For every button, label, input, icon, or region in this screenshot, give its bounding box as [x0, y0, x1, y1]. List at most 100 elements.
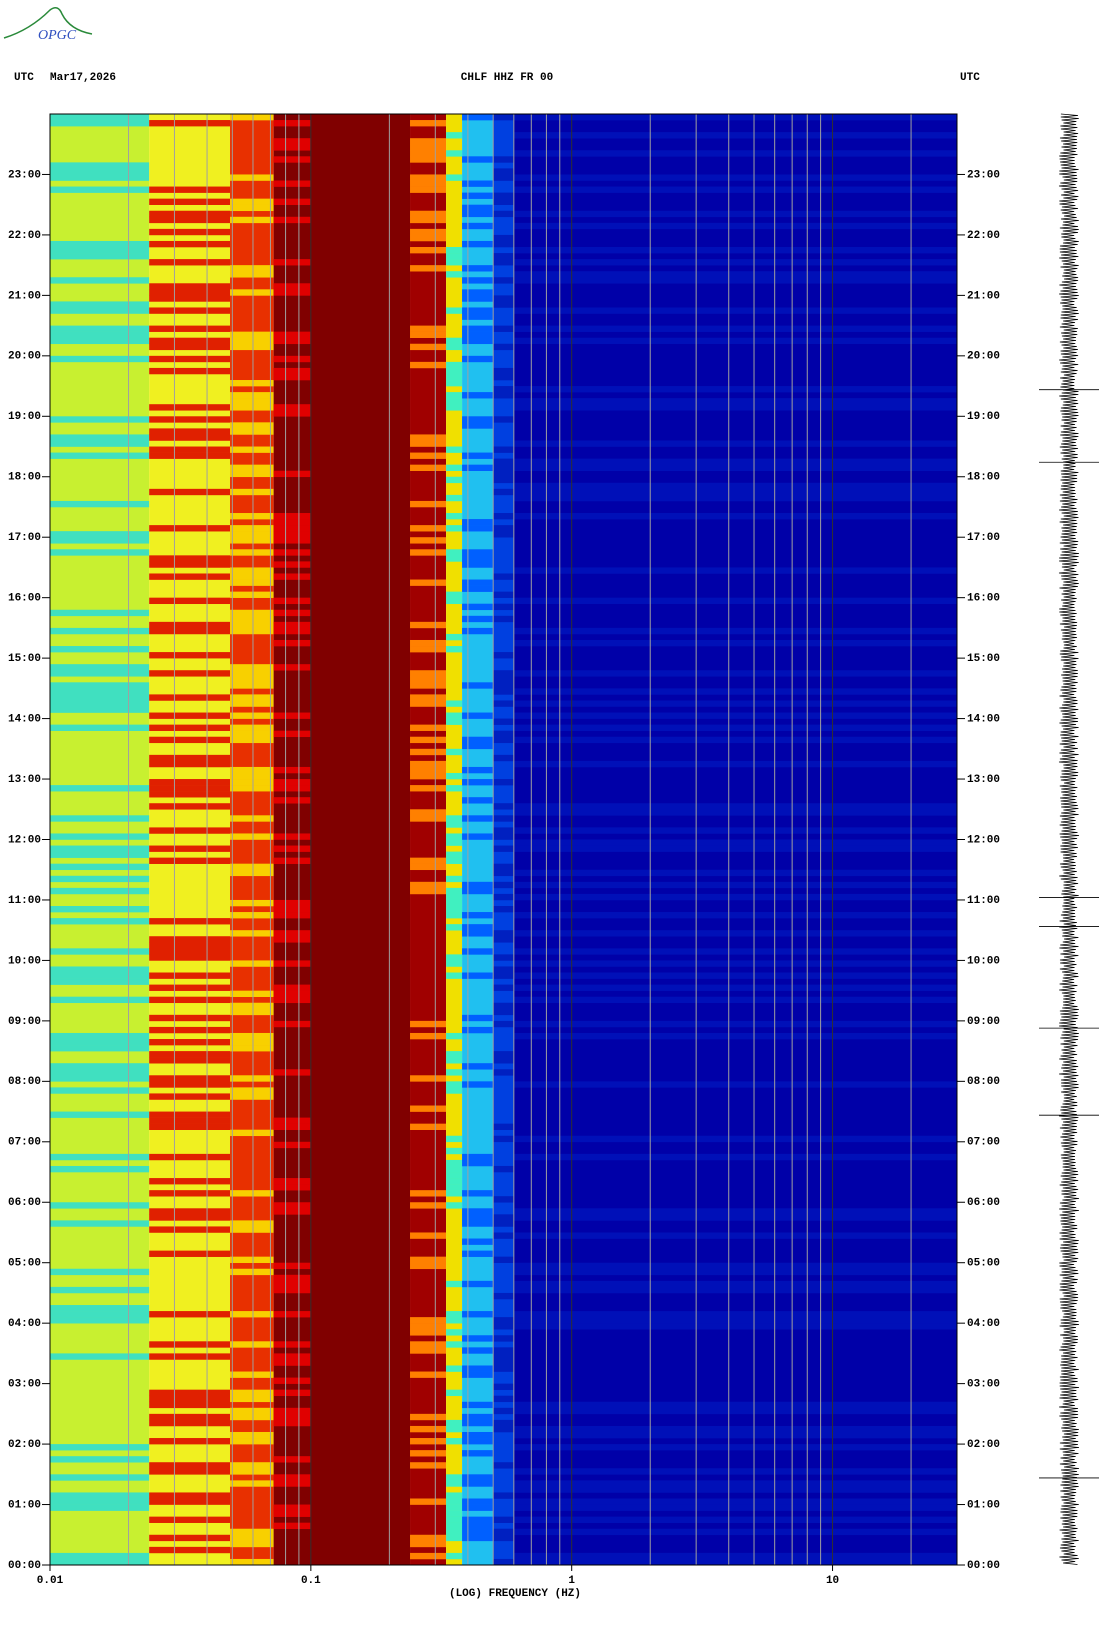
band-stripe [310, 682, 411, 689]
band-stripe [310, 785, 411, 792]
band-stripe [410, 452, 447, 459]
band-stripe [230, 1002, 274, 1010]
band-stripe [50, 331, 150, 338]
band-stripe [410, 247, 447, 254]
band-stripe [230, 331, 274, 338]
band-stripe [230, 174, 274, 181]
band-stripe [513, 1020, 957, 1028]
band-stripe [493, 1135, 514, 1143]
y-tick-label: 09:00 [8, 1016, 41, 1028]
band-stripe [230, 899, 274, 907]
band-stripe [310, 1371, 411, 1378]
band-stripe [410, 785, 447, 792]
band-stripe [149, 1039, 231, 1046]
band-stripe [410, 138, 447, 145]
band-stripe [513, 930, 957, 937]
band-stripe [410, 434, 447, 441]
band-stripe [493, 513, 514, 520]
band-stripe [310, 930, 411, 937]
y-tick-label: 10:00 [8, 955, 41, 967]
band-stripe [513, 700, 957, 707]
band-stripe [446, 1159, 463, 1167]
band-stripe [310, 1510, 411, 1517]
band-stripe [446, 1474, 463, 1481]
band-stripe [149, 186, 231, 193]
band-stripe [493, 1395, 514, 1403]
band-stripe [149, 1311, 231, 1318]
band-stripe [493, 1492, 514, 1499]
band-stripe [493, 1165, 514, 1173]
band-stripe [462, 204, 494, 212]
band-stripe [310, 881, 411, 889]
band-stripe [446, 1528, 463, 1536]
band-stripe [149, 712, 231, 719]
band-stripe [230, 833, 274, 840]
band-stripe [273, 1274, 311, 1282]
band-stripe [493, 893, 514, 901]
band-stripe [513, 1498, 957, 1505]
band-stripe [410, 639, 447, 647]
band-stripe [149, 803, 231, 810]
band-stripe [513, 488, 957, 496]
band-stripe [410, 174, 447, 181]
band-stripe [410, 766, 447, 774]
band-stripe [513, 803, 957, 810]
band-stripe [310, 1498, 411, 1505]
band-stripe [310, 265, 411, 272]
band-stripe [50, 186, 150, 193]
band-stripe [273, 1069, 311, 1076]
band-stripe [462, 519, 494, 526]
band-stripe [273, 766, 311, 774]
band-stripe [410, 772, 447, 780]
band-stripe [310, 440, 411, 447]
band-stripe [50, 1311, 150, 1318]
band-stripe [230, 621, 274, 629]
band-stripe [410, 1032, 447, 1040]
band-stripe [310, 488, 411, 496]
band-stripe [230, 627, 274, 635]
band-stripe [230, 1256, 274, 1264]
band-stripe [50, 549, 150, 556]
y-tick-label: 15:00 [8, 653, 41, 665]
y-tick-label-right: 08:00 [967, 1076, 1000, 1088]
band-stripe [273, 1178, 311, 1185]
band-stripe [230, 573, 274, 580]
band-stripe [149, 355, 231, 363]
y-tick-label-right: 20:00 [967, 351, 1000, 363]
band-stripe [50, 1305, 150, 1312]
band-stripe [513, 513, 957, 520]
band-stripe [462, 797, 494, 804]
band-stripe [493, 192, 514, 199]
band-stripe [513, 174, 957, 181]
band-stripe [493, 210, 514, 218]
band-stripe [50, 1474, 150, 1481]
band-stripe [230, 615, 274, 623]
band-stripe [149, 621, 231, 629]
band-stripe [446, 857, 463, 864]
seismogram-trace [1058, 113, 1080, 1565]
band-stripe [50, 996, 150, 1004]
band-stripe [310, 555, 411, 562]
y-tick-label: 23:00 [8, 169, 41, 181]
band-stripe [462, 930, 494, 937]
y-tick-label: 12:00 [8, 834, 41, 846]
band-stripe [310, 990, 411, 997]
band-stripe [513, 1153, 957, 1161]
band-stripe [493, 682, 514, 689]
band-stripe [493, 718, 514, 725]
band-stripe [446, 1365, 463, 1372]
band-stripe [462, 464, 494, 472]
band-stripe [149, 779, 231, 786]
band-stripe [493, 1359, 514, 1366]
band-stripe [273, 730, 311, 738]
band-stripe [513, 150, 957, 157]
band-stripe [513, 1135, 957, 1143]
seismogram [1039, 113, 1099, 1565]
band-stripe [50, 500, 150, 508]
band-stripe [230, 567, 274, 574]
band-stripe [493, 168, 514, 175]
band-stripe [273, 930, 311, 937]
band-stripe [446, 1032, 463, 1040]
band-stripe [446, 1504, 463, 1511]
band-stripe [410, 228, 447, 236]
